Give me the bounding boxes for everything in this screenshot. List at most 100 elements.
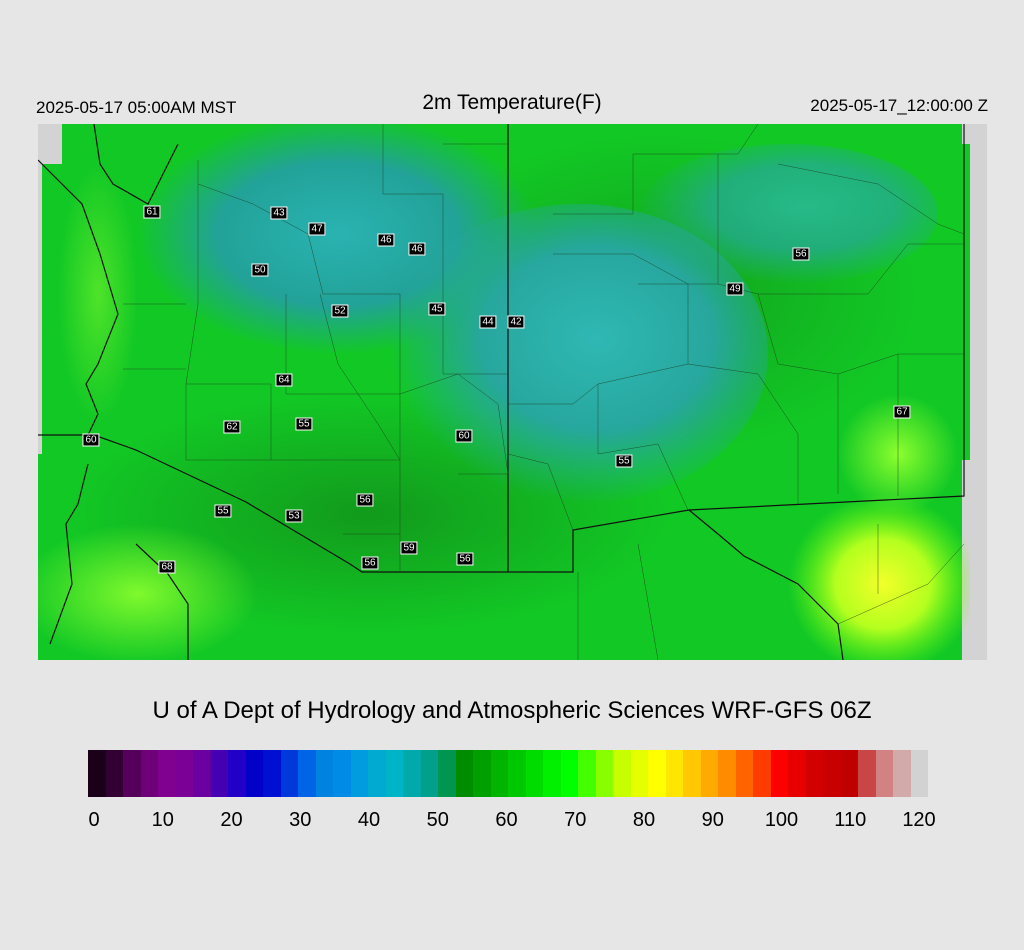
colorbar-swatch [875,750,893,797]
nodata-east [970,144,987,660]
station-temperature-label: 62 [223,420,241,434]
colorbar-swatch [508,750,526,797]
colorbar-swatch [280,750,298,797]
valid-time-label: 2025-05-17_12:00:00 Z [810,96,988,115]
field-warm-southwest [38,524,258,660]
colorbar-tick-label: 90 [701,809,724,831]
local-time-label: 2025-05-17 05:00AM MST [36,98,237,117]
colorbar-tick-label: 10 [151,809,174,831]
colorbar-swatch [560,750,578,797]
colorbar-swatch [88,750,106,797]
station-temperature-label: 55 [214,504,232,518]
station-temperature-label: 64 [275,373,293,387]
station-temperature-label: 49 [726,282,744,296]
colorbar-swatch [298,750,316,797]
colorbar-swatch [665,750,683,797]
field-cool-far-northeast [638,144,938,284]
colorbar-swatch [543,750,561,797]
field-cool-northeast [388,204,768,504]
colorbar-swatch [823,750,841,797]
station-temperature-label: 61 [143,205,161,219]
station-temperature-label: 56 [792,247,810,261]
temperature-map: 61 43 47 46 46 50 52 45 44 42 56 49 64 62 55 60 60 55 67 56… [38,124,987,660]
colorbar-tick-label: 20 [220,809,243,831]
colorbar-swatch [788,750,806,797]
colorbar-tick-label: 80 [632,809,656,831]
field-warm-southeast [788,494,978,660]
colorbar-swatch [438,750,456,797]
colorbar-tick-label: 70 [564,809,587,831]
colorbar-tick-label: 30 [289,809,312,831]
station-temperature-label: 60 [82,433,100,447]
colorbar-swatch [840,750,858,797]
colorbar-swatch [683,750,701,797]
colorbar-swatch [123,750,141,797]
station-temperature-label: 56 [361,556,379,570]
map-canvas [38,124,987,660]
station-temperature-label: 52 [331,304,349,318]
colorbar-swatch [613,750,631,797]
colorbar-swatch [245,750,263,797]
colorbar-swatch [228,750,246,797]
nodata-ne [962,124,987,144]
colorbar-swatch [263,750,281,797]
colorbar-swatch [420,750,438,797]
colorbar-swatch [210,750,228,797]
colorbar-tick-label: 0 [88,809,100,831]
colorbar-swatch [403,750,421,797]
colorbar-swatch [718,750,736,797]
station-temperature-label: 55 [295,417,313,431]
station-temperature-label: 68 [158,560,176,574]
credit-line: U of A Dept of Hydrology and Atmospheric… [152,697,872,724]
colorbar-tick-label: 50 [426,809,449,831]
colorbar-swatch [333,750,351,797]
colorbar-swatch [140,750,158,797]
station-temperature-label: 53 [285,509,303,523]
colorbar-swatch [490,750,508,797]
colorbar-swatch [105,750,123,797]
nodata-nw [38,124,62,164]
colorbar-swatch [315,750,333,797]
colorbar-swatch [735,750,753,797]
colorbar-swatch [455,750,473,797]
map-title: 2m Temperature(F) [422,91,602,114]
station-temperature-label: 59 [400,541,418,555]
colorbar-swatch [805,750,823,797]
colorbar-swatch [753,750,771,797]
station-temperature-label: 47 [308,222,326,236]
colorbar-tick-label: 110 [834,809,867,831]
county-lines [123,124,965,660]
colorbar-tick-label: 100 [764,809,799,831]
colorbar-swatch [910,750,928,797]
colorbar-swatch [648,750,666,797]
colorbar-swatch [368,750,386,797]
station-temperature-label: 60 [455,429,473,443]
station-temperature-label: 43 [270,206,288,220]
colorbar-ticks: 0 10 20 30 40 50 60 70 80 90 100 110 120 [0,809,1024,835]
station-temperature-label: 55 [615,454,633,468]
station-temperature-label: 67 [893,405,911,419]
colorbar-swatch [350,750,368,797]
state-boundaries [38,124,965,660]
colorbar-swatch [700,750,718,797]
colorbar-tick-label: 40 [357,809,381,831]
colorbar-swatch [385,750,403,797]
colorbar-swatch [525,750,543,797]
colorbar-swatch [175,750,193,797]
colorbar-swatch [595,750,613,797]
field-warm-west [58,164,138,424]
station-temperature-label: 42 [507,315,525,329]
station-temperature-label: 46 [408,242,426,256]
colorbar-swatch [858,750,876,797]
station-temperature-label: 44 [479,315,497,329]
station-temperature-label: 56 [356,493,374,507]
colorbar-swatch [473,750,491,797]
station-temperature-label: 46 [377,233,395,247]
colorbar-swatch [578,750,596,797]
station-temperature-label: 50 [251,263,269,277]
colorbar-swatch [193,750,211,797]
colorbar-swatch [630,750,648,797]
temperature-colorbar [88,750,928,797]
station-temperature-label: 56 [456,552,474,566]
colorbar-tick-label: 120 [902,809,936,831]
